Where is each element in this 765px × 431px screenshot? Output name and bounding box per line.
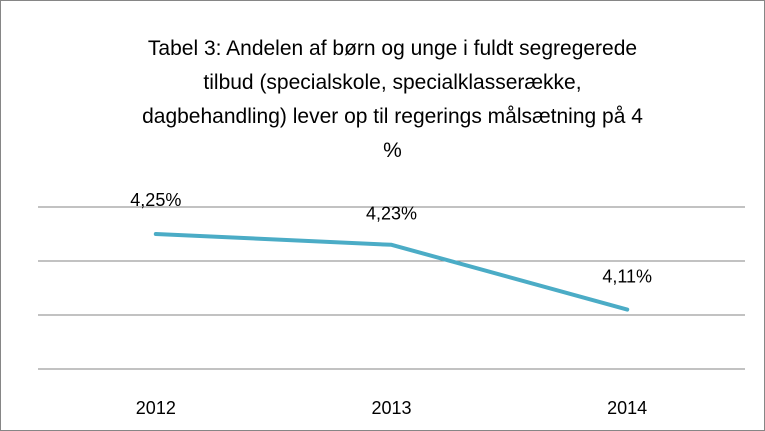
x-tick-label: 2013 (371, 398, 411, 418)
data-label: 4,25% (130, 190, 181, 210)
x-tick-label: 2012 (136, 398, 176, 418)
chart-title: Tabel 3: Andelen af børn og unge i fuldt… (142, 37, 643, 162)
data-label: 4,11% (602, 266, 652, 286)
data-label: 4,23% (366, 204, 417, 224)
x-tick-label: 2014 (607, 398, 647, 418)
data-line (153, 232, 630, 312)
